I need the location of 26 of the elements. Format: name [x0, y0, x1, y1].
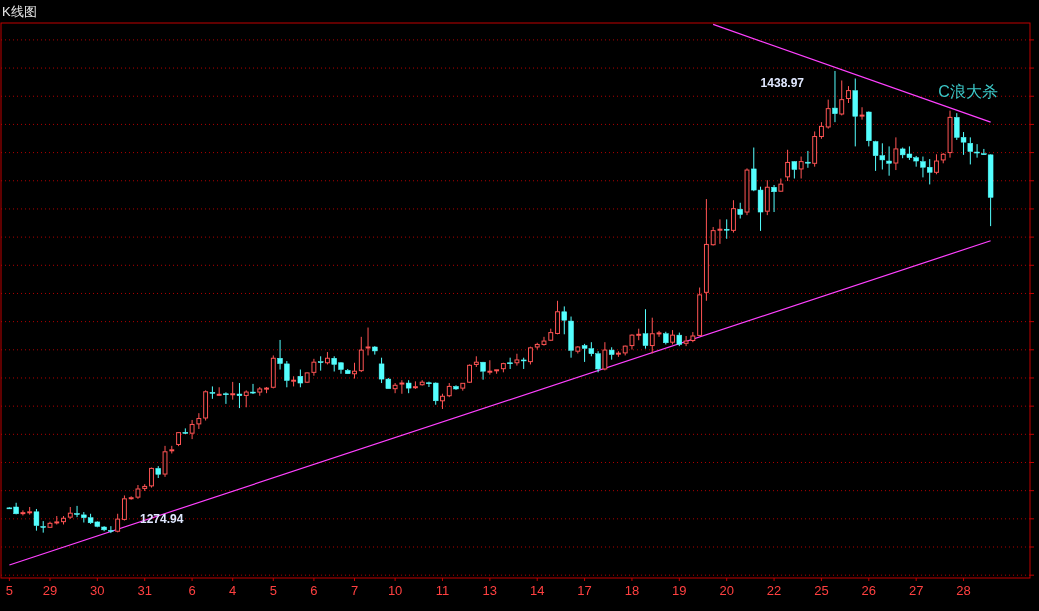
- x-tick-label: 19: [672, 583, 687, 598]
- x-tick-label: 30: [90, 583, 105, 598]
- x-tick-label: 4: [229, 583, 237, 598]
- annotation: 1274.94: [140, 512, 184, 526]
- x-tick-label: 6: [188, 583, 196, 598]
- chart-title: K线图: [2, 4, 37, 19]
- x-tick-label: 11: [435, 583, 450, 598]
- x-tick-label: 18: [624, 583, 640, 598]
- x-tick-label: 14: [529, 583, 545, 598]
- x-tick-label: 17: [577, 583, 592, 598]
- x-tick-label: 20: [719, 583, 734, 598]
- x-tick-label: 27: [908, 583, 924, 598]
- annotation: 1438.97: [760, 76, 804, 90]
- x-tick-label: 13: [482, 583, 498, 598]
- x-tick-label: 25: [814, 583, 829, 598]
- x-tick-label: 22: [766, 583, 782, 598]
- x-tick-label: 31: [137, 583, 152, 598]
- x-tick-label: 28: [956, 583, 971, 598]
- x-tick-label: 5: [5, 583, 13, 598]
- x-tick-label: 7: [350, 583, 359, 598]
- x-tick-label: 26: [861, 583, 877, 598]
- x-tick-label: 10: [387, 583, 403, 598]
- x-tick-label: 6: [310, 583, 318, 598]
- x-tick-label: 29: [42, 583, 58, 598]
- x-tick-label: 5: [269, 583, 277, 598]
- annotation: C浪大杀: [938, 83, 998, 100]
